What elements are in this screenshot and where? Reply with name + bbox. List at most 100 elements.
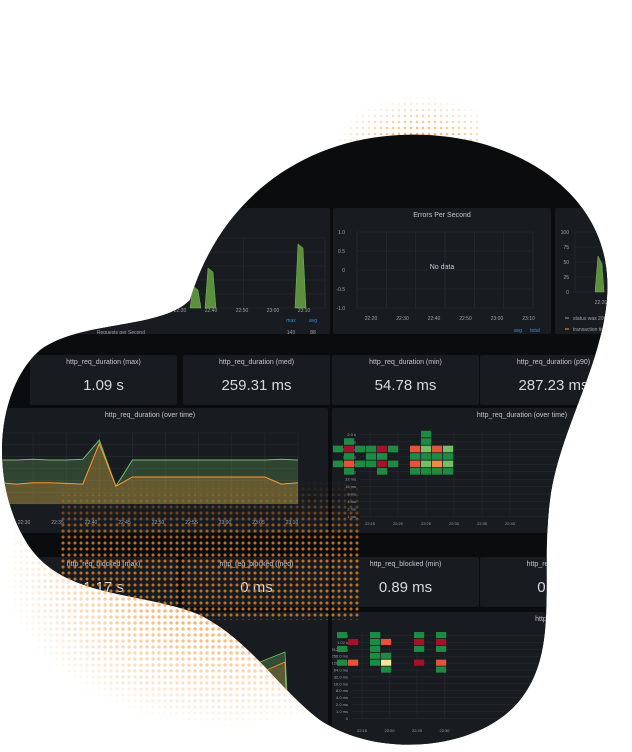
stat-panel: http_req_duration (max) 1.09 s [30, 355, 177, 405]
heatmap-cell [366, 446, 376, 453]
heatmap-cell [381, 653, 391, 659]
heatmap-cell [421, 461, 431, 468]
legend-header-avg: avg [309, 318, 317, 324]
y-tick-label: 25 [563, 275, 569, 281]
stat-value: 1.09 s [83, 377, 124, 394]
heatmap-cell [377, 468, 387, 475]
y-tick-label: 1.02 s [337, 640, 348, 645]
heatmap-cell [381, 667, 391, 673]
y-tick-label: 32.0 ms [334, 674, 348, 679]
heatmap-cell [388, 461, 398, 468]
panel-checks: 100 75 50 25 0 22:20 status was 200 transaction… [555, 208, 632, 334]
y-tick-label: -1.0 [336, 306, 345, 312]
stat-title: http_req_duration (med) [218, 359, 295, 366]
y-tick-label: -0.5 [336, 287, 345, 293]
series-spike [205, 268, 216, 308]
series-spike [295, 244, 306, 308]
x-tick-label: 22:25 [412, 728, 423, 733]
x-tick-label: 22:35 [51, 520, 64, 526]
y-tick-label: 0 [346, 716, 349, 721]
heatmap-cell [443, 468, 453, 475]
x-tick-label: 22:30 [18, 520, 31, 526]
heatmap-cell [421, 468, 431, 475]
stat-panel: http_req_duration (med) 259.31 ms [183, 355, 330, 405]
heatmap-cell [377, 461, 387, 468]
x-tick-label: 22:15 [365, 521, 376, 526]
heatmap-cell [421, 453, 431, 460]
heatmap-cell [370, 646, 380, 652]
heatmap-cell [421, 431, 431, 438]
heatmap-cell [432, 446, 442, 453]
legend-header-total: total [530, 328, 539, 334]
panel-title: http_req_duration (over time) [104, 412, 196, 419]
y-tick-label: 16.0 ms [334, 681, 348, 686]
heatmap-cell [377, 453, 387, 460]
panel-requests-per-second: Requests Per Second 22:30 22:40 22:50 23:00… [0, 208, 330, 334]
heatmap-cell [348, 660, 358, 666]
heatmap-cell [432, 468, 442, 475]
x-tick-label: 23:00 [491, 316, 504, 322]
y-tick-label: 1.0 [338, 230, 345, 236]
heatmap-cell [443, 453, 453, 460]
stat-title: http_req_duration (p90) [516, 359, 591, 366]
x-tick-label: 22:40 [505, 521, 516, 526]
heatmap-cell [370, 653, 380, 659]
x-tick-label: 22:15 [357, 728, 368, 733]
heatmap-cell [432, 461, 442, 468]
stat-value: 0 ms [537, 579, 570, 596]
y-tick-label: 75 [563, 245, 569, 251]
y-tick-label: 50 [563, 260, 569, 266]
heatmap-cell [414, 639, 424, 645]
legend-max-value: 143 [287, 330, 296, 334]
y-tick-label: 64.0 ms [334, 668, 348, 673]
y-tick-label: 100 [561, 230, 570, 236]
series-spike [616, 278, 625, 292]
heatmap-cell [443, 446, 453, 453]
x-tick-label: 22:30 [174, 308, 187, 314]
x-tick-label: 22:50 [459, 316, 472, 322]
heatmap-cell [370, 639, 380, 645]
heatmap-cell [370, 660, 380, 666]
x-tick-label: 22:40 [428, 316, 441, 322]
heatmap-cell [414, 660, 424, 666]
heatmap-cell [344, 468, 354, 475]
heatmap-cell [333, 446, 343, 453]
heatmap-cell [436, 646, 446, 652]
panel-errors-per-second: Errors Per Second No data 1.0 0.5 0 -0.5 -1.… [333, 208, 551, 334]
heatmap-cell [436, 632, 446, 638]
eps-graph: 1.0 0.5 0 -0.5 -1.0 22:20 22:30 22:40 22:50 23:00… [333, 208, 551, 334]
heatmap-cell [410, 461, 420, 468]
x-tick-label: 23:00 [267, 308, 280, 314]
stat-value: 0.89 ms [378, 579, 433, 596]
stat-panel: http_req_duration (p90) 287.23 ms [480, 355, 627, 405]
heatmap-cell [436, 639, 446, 645]
heatmap-cell [370, 632, 380, 638]
y-tick-label: 0 [566, 290, 569, 296]
y-tick-label: 8.0 ms [336, 688, 348, 693]
x-tick-label: 22:50 [236, 308, 249, 314]
heatmap-cell [410, 446, 420, 453]
x-tick-label: 22:25 [421, 521, 432, 526]
panel-duration-heatmap: http_req_duration (over time) 2.0 s1.0 s… [332, 408, 632, 533]
heatmap-cell [337, 646, 347, 652]
legend-avg-value: 88 [310, 330, 316, 334]
legend-header-avg: avg [514, 328, 522, 334]
heatmap-cell [388, 446, 398, 453]
heatmap-cell [414, 646, 424, 652]
x-tick-label: 22:30 [396, 316, 409, 322]
stat-title: http_req_duration (max) [66, 359, 141, 366]
heatmap-cell [337, 660, 347, 666]
heatmap-cell [344, 438, 354, 445]
panel-title: Errors Per Second [413, 212, 471, 219]
y-tick-label: 32 ms [345, 477, 356, 482]
heatmap-cell [366, 453, 376, 460]
y-tick-label: 2.0 ms [336, 702, 348, 707]
series-line [0, 444, 298, 487]
legend-item: transaction time OK [573, 327, 618, 333]
stat-title: http_req_blocked [526, 561, 581, 568]
heatmap-cell [377, 446, 387, 453]
x-tick-label: 22:20 [393, 521, 404, 526]
